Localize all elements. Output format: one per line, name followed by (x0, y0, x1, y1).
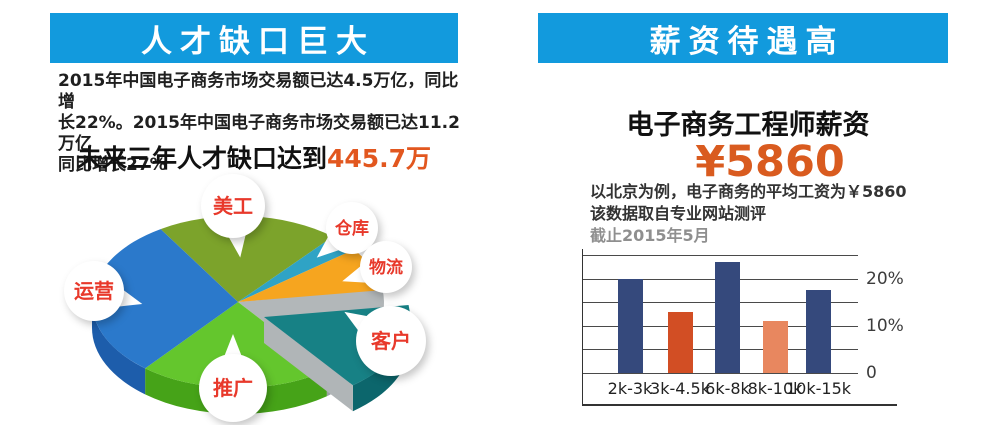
pie-side-5 (92, 302, 146, 395)
pie-cut-face (264, 317, 353, 412)
salary-title: 电子商务工程师薪资 (626, 110, 870, 141)
note-line-date: 截止2015年5月 (590, 226, 710, 245)
x-axis-line (582, 404, 897, 406)
bar-6k-8k (715, 262, 740, 373)
pie-bubble-label-3: 客户 (370, 329, 411, 353)
salary-amount: ¥5860 (695, 137, 845, 187)
left-panel-header: 人才缺口巨大 (50, 13, 458, 63)
pie-bubble-0 (201, 174, 265, 238)
pie-bubble-label-0: 美工 (213, 194, 253, 218)
bar-10k-15k (805, 290, 831, 373)
left-panel-paragraph: 2015年中国电子商务市场交易额已达4.5万亿，同比增 长22%。2015年中国… (58, 71, 462, 176)
x-label-3k-4.5k: 3k-4.5k (650, 379, 710, 398)
headline-number: 445.7万 (326, 144, 432, 173)
right-panel-header: 薪资待遇高 (538, 13, 948, 63)
y-axis-line (582, 249, 583, 404)
gridline-0 (582, 373, 858, 374)
x-label-8k-10k: 8k-10k (747, 379, 803, 398)
bar-8k-10k (762, 321, 788, 373)
y-tick-10%: 10% (866, 315, 904, 336)
y-tick-0: 0 (866, 363, 877, 383)
paragraph-line: 长22%。2015年中国电子商务市场交易额已达11.2万亿 (58, 113, 460, 154)
note-line: 以北京为例，电子商务的平均工资为￥5860 (590, 182, 907, 201)
gridline-25 (582, 255, 858, 256)
pie-side-3 (352, 317, 410, 412)
talent-gap-headline: 未来三年人才缺口达到445.7万 (50, 139, 458, 175)
x-label-2k-3k: 2k-3k (607, 379, 653, 398)
y-tick-20%: 20% (866, 268, 904, 289)
pie-slice-5 (92, 229, 238, 369)
salary-bar-chart: 2k-3k 3k-4.5k 6k-8k 8k-10k 10k-15k 20% 10% 0 (540, 245, 1000, 415)
paragraph-line: 2015年中国电子商务市场交易额已达4.5万亿，同比增 (58, 71, 459, 112)
pie-slice-0 (160, 216, 333, 302)
pie-bubble-3 (356, 306, 426, 376)
bar-3k-4.5k (667, 311, 693, 373)
pie-bubble-label-5: 运营 (74, 279, 114, 303)
bar-2k-3k (617, 278, 643, 373)
salary-notes: 以北京为例，电子商务的平均工资为￥5860 该数据取自专业网站测评 截止2015… (590, 181, 970, 247)
pie-bubble-5 (64, 261, 124, 321)
note-line: 该数据取自专业网站测评 (590, 204, 767, 223)
pie-slice-2 (238, 249, 383, 302)
pie-bubble-label-4: 推广 (213, 376, 253, 400)
pie-bubble-label-2: 物流 (369, 257, 403, 278)
x-label-6k-8k: 6k-8k (705, 379, 750, 398)
paragraph-line: 同比增长27% (58, 155, 167, 175)
pie-bubble-1 (326, 202, 378, 254)
pie-bubble-label-1: 仓库 (334, 218, 369, 239)
headline-prefix: 未来三年人才缺口达到 (76, 144, 327, 173)
x-label-10k-15k: 10k-15k (786, 379, 852, 398)
pie-bubble-tail-1 (316, 231, 346, 258)
pie-bubble-4 (199, 354, 267, 422)
pie-bubble-2 (360, 241, 412, 293)
